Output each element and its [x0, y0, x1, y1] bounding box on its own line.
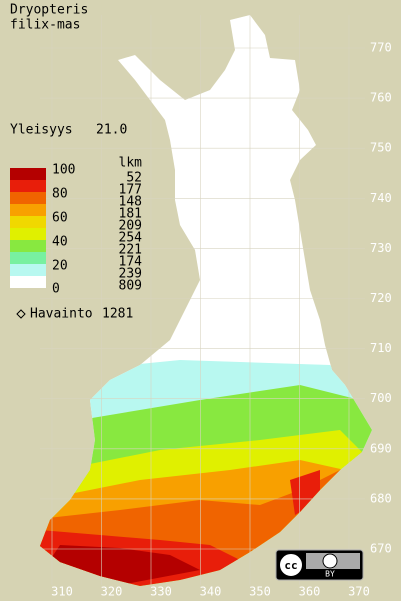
legend-header: lkm	[119, 156, 143, 171]
legend-count: 148	[119, 195, 142, 210]
northing-label: 750	[370, 141, 392, 155]
legend-count: 52	[126, 171, 142, 186]
legend-scale-label: 100	[52, 163, 75, 178]
legend-count: 239	[119, 267, 142, 282]
northing-label: 730	[370, 241, 392, 255]
legend-swatch	[10, 252, 46, 264]
easting-label: 310	[51, 585, 73, 599]
easting-label: 340	[200, 585, 222, 599]
cc-icon: cc	[284, 559, 297, 572]
legend-scale-label: 60	[52, 211, 68, 226]
legend-scale-label: 80	[52, 187, 68, 202]
legend-swatch	[10, 264, 46, 276]
legend-scale-label: 0	[52, 281, 60, 296]
legend-scale-label: 20	[52, 259, 68, 274]
northing-label: 760	[370, 91, 392, 105]
easting-label: 320	[101, 585, 123, 599]
legend-swatch	[10, 228, 46, 240]
easting-label: 350	[249, 585, 271, 599]
northing-label: 770	[370, 41, 392, 55]
observation-label: Havainto	[30, 307, 93, 322]
grid	[40, 15, 365, 585]
easting-label: 370	[348, 585, 370, 599]
northing-label: 720	[370, 291, 392, 305]
legend-swatch	[10, 216, 46, 228]
legend-count: 809	[119, 279, 142, 294]
northing-label: 680	[370, 491, 392, 505]
title-line: Dryopteris	[10, 3, 88, 18]
legend-scale-label: 40	[52, 235, 68, 250]
legend-count: 221	[119, 243, 142, 258]
legend-swatch	[10, 168, 46, 180]
northing-label: 710	[370, 341, 392, 355]
legend-count: 209	[119, 219, 142, 234]
northing-label: 670	[370, 542, 392, 556]
legend-swatch	[10, 192, 46, 204]
northing-label: 690	[370, 441, 392, 455]
easting-label: 360	[299, 585, 321, 599]
legend-count: 174	[119, 255, 143, 270]
observation-symbol	[16, 309, 26, 319]
cc-circle	[278, 552, 304, 578]
legend-swatch	[10, 276, 46, 288]
frequency-value: 21.0	[96, 123, 127, 138]
legend-count: 177	[119, 183, 142, 198]
legend-count: 181	[119, 207, 142, 222]
legend-swatch	[10, 240, 46, 252]
frequency-label: Yleisyys	[10, 123, 73, 138]
observation-count: 1281	[102, 307, 133, 322]
title-line: filix-mas	[10, 18, 80, 33]
legend-swatch	[10, 180, 46, 192]
legend-swatch	[10, 204, 46, 216]
easting-label: 330	[150, 585, 172, 599]
license-label: BY	[325, 570, 335, 579]
legend-count: 254	[119, 231, 143, 246]
by-icon	[322, 553, 338, 569]
northing-label: 700	[370, 391, 392, 405]
northing-label: 740	[370, 191, 392, 205]
